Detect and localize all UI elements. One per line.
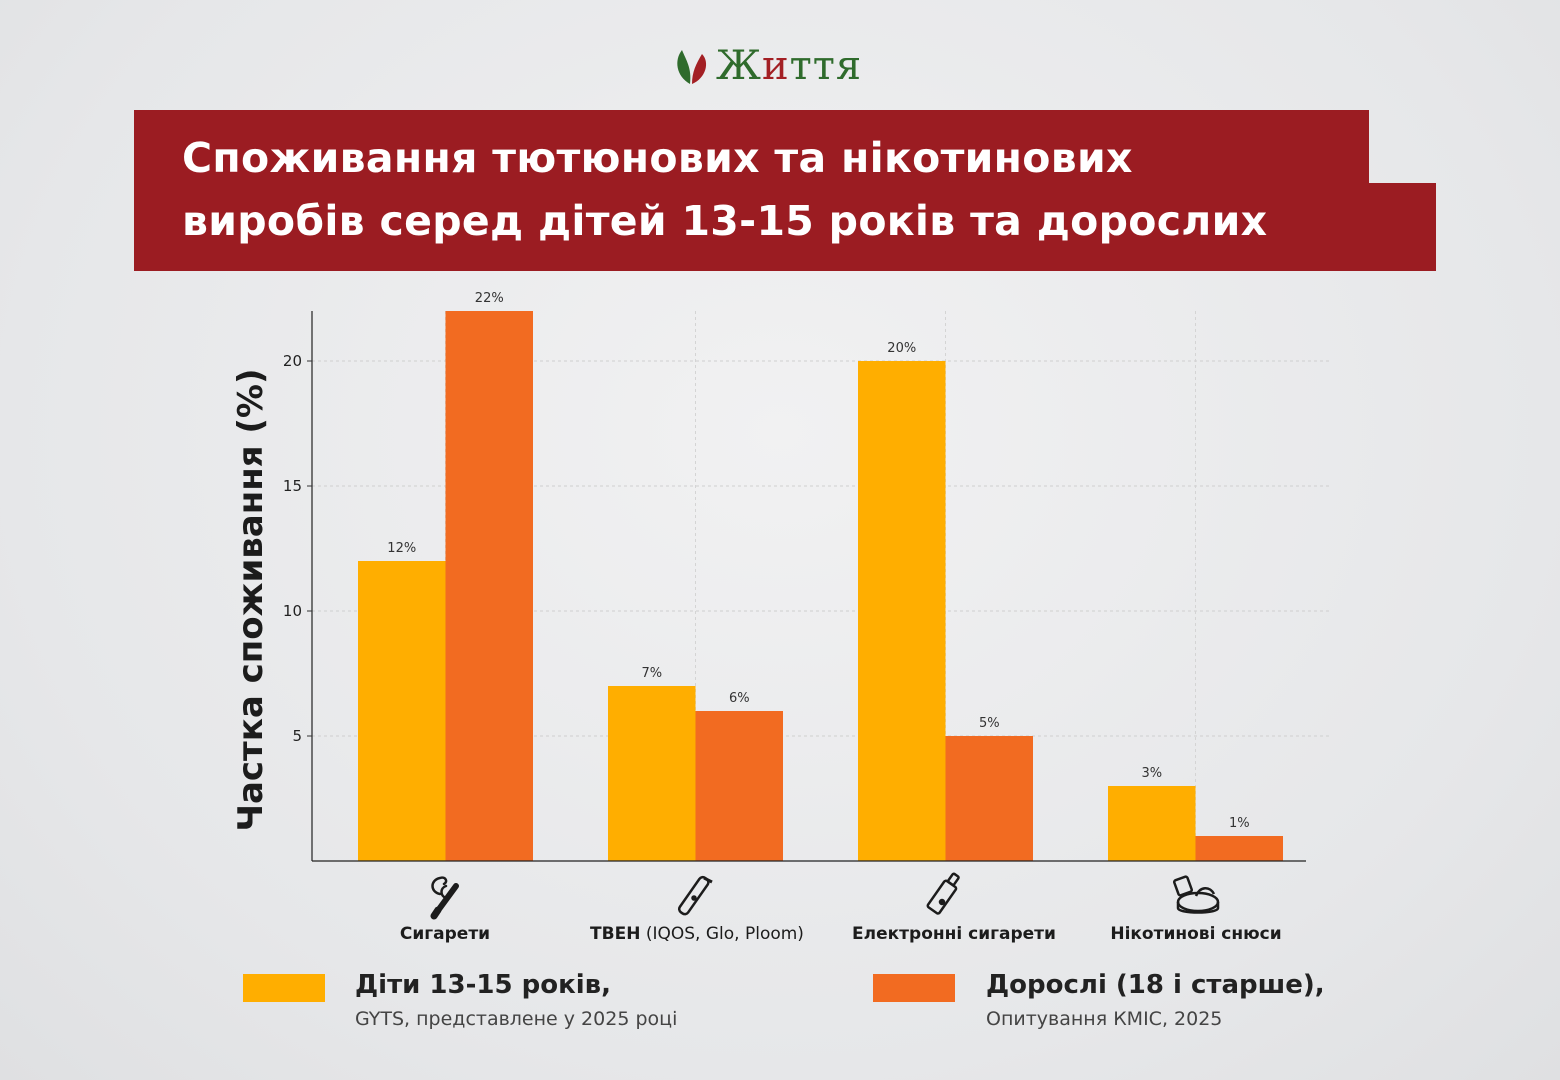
data-label: 7% [641, 666, 662, 681]
data-label: 12% [387, 541, 416, 556]
bar-adults-3 [1195, 836, 1283, 861]
y-tick-label: 20 [283, 352, 302, 370]
chart-y-ticks: 5 10 15 20 [283, 352, 312, 745]
legend-swatch-children [243, 974, 325, 1002]
category-label-heated-tobacco: ТВЕН (IQOS, Glo, Ploom) [590, 924, 804, 944]
bar-adults-0 [445, 311, 533, 861]
legend-source-children: GYTS, представлене у 2025 році [355, 1008, 678, 1030]
bar-children-0 [358, 561, 446, 861]
y-tick-label: 10 [283, 602, 302, 620]
logo-wordmark: Життя [716, 43, 863, 89]
y-tick-label: 15 [283, 477, 302, 495]
page-title-line-1: Споживання тютюнових та нікотинових [182, 134, 1133, 182]
bar-children-3 [1108, 786, 1196, 861]
title-banner-step [1300, 183, 1436, 271]
snus-tin-icon [1170, 872, 1220, 920]
data-label: 22% [475, 291, 504, 306]
bar-adults-2 [945, 736, 1033, 861]
y-axis-label: Частка споживання (%) [231, 368, 271, 831]
y-tick-label: 5 [292, 727, 302, 745]
page-title-line-2: виробів серед дітей 13-15 років та дорос… [182, 197, 1268, 245]
bar-adults-1 [695, 711, 783, 861]
logo: Життя [672, 40, 862, 92]
bar-children-1 [608, 686, 696, 861]
data-label: 20% [887, 341, 916, 356]
data-label: 6% [729, 691, 750, 706]
legend-source-adults: Опитування КМІС, 2025 [986, 1008, 1223, 1030]
heated-tobacco-icon [672, 872, 720, 920]
vape-icon [922, 872, 970, 920]
data-label: 5% [979, 716, 1000, 731]
category-label-snus: Нікотинові снюси [1110, 924, 1282, 944]
data-label: 1% [1229, 816, 1250, 831]
legend-title-children: Діти 13-15 років, [355, 970, 611, 1000]
chart-axes [311, 311, 1306, 862]
data-label: 3% [1141, 766, 1162, 781]
category-label-e-cigarettes: Електронні сигарети [852, 924, 1056, 944]
chart-bars [358, 311, 1283, 861]
chart-data-labels: 12% 7% 20% 3% 22% 6% 5% 1% [387, 291, 1249, 831]
category-label-cigarettes: Сигарети [399, 924, 491, 944]
leaf-logo-icon [677, 50, 707, 84]
legend-title-adults: Дорослі (18 і старше), [986, 970, 1325, 1000]
bar-children-2 [858, 361, 946, 861]
title-banner [134, 110, 1369, 271]
legend-swatch-adults [873, 974, 955, 1002]
cigarette-icon [420, 872, 468, 920]
